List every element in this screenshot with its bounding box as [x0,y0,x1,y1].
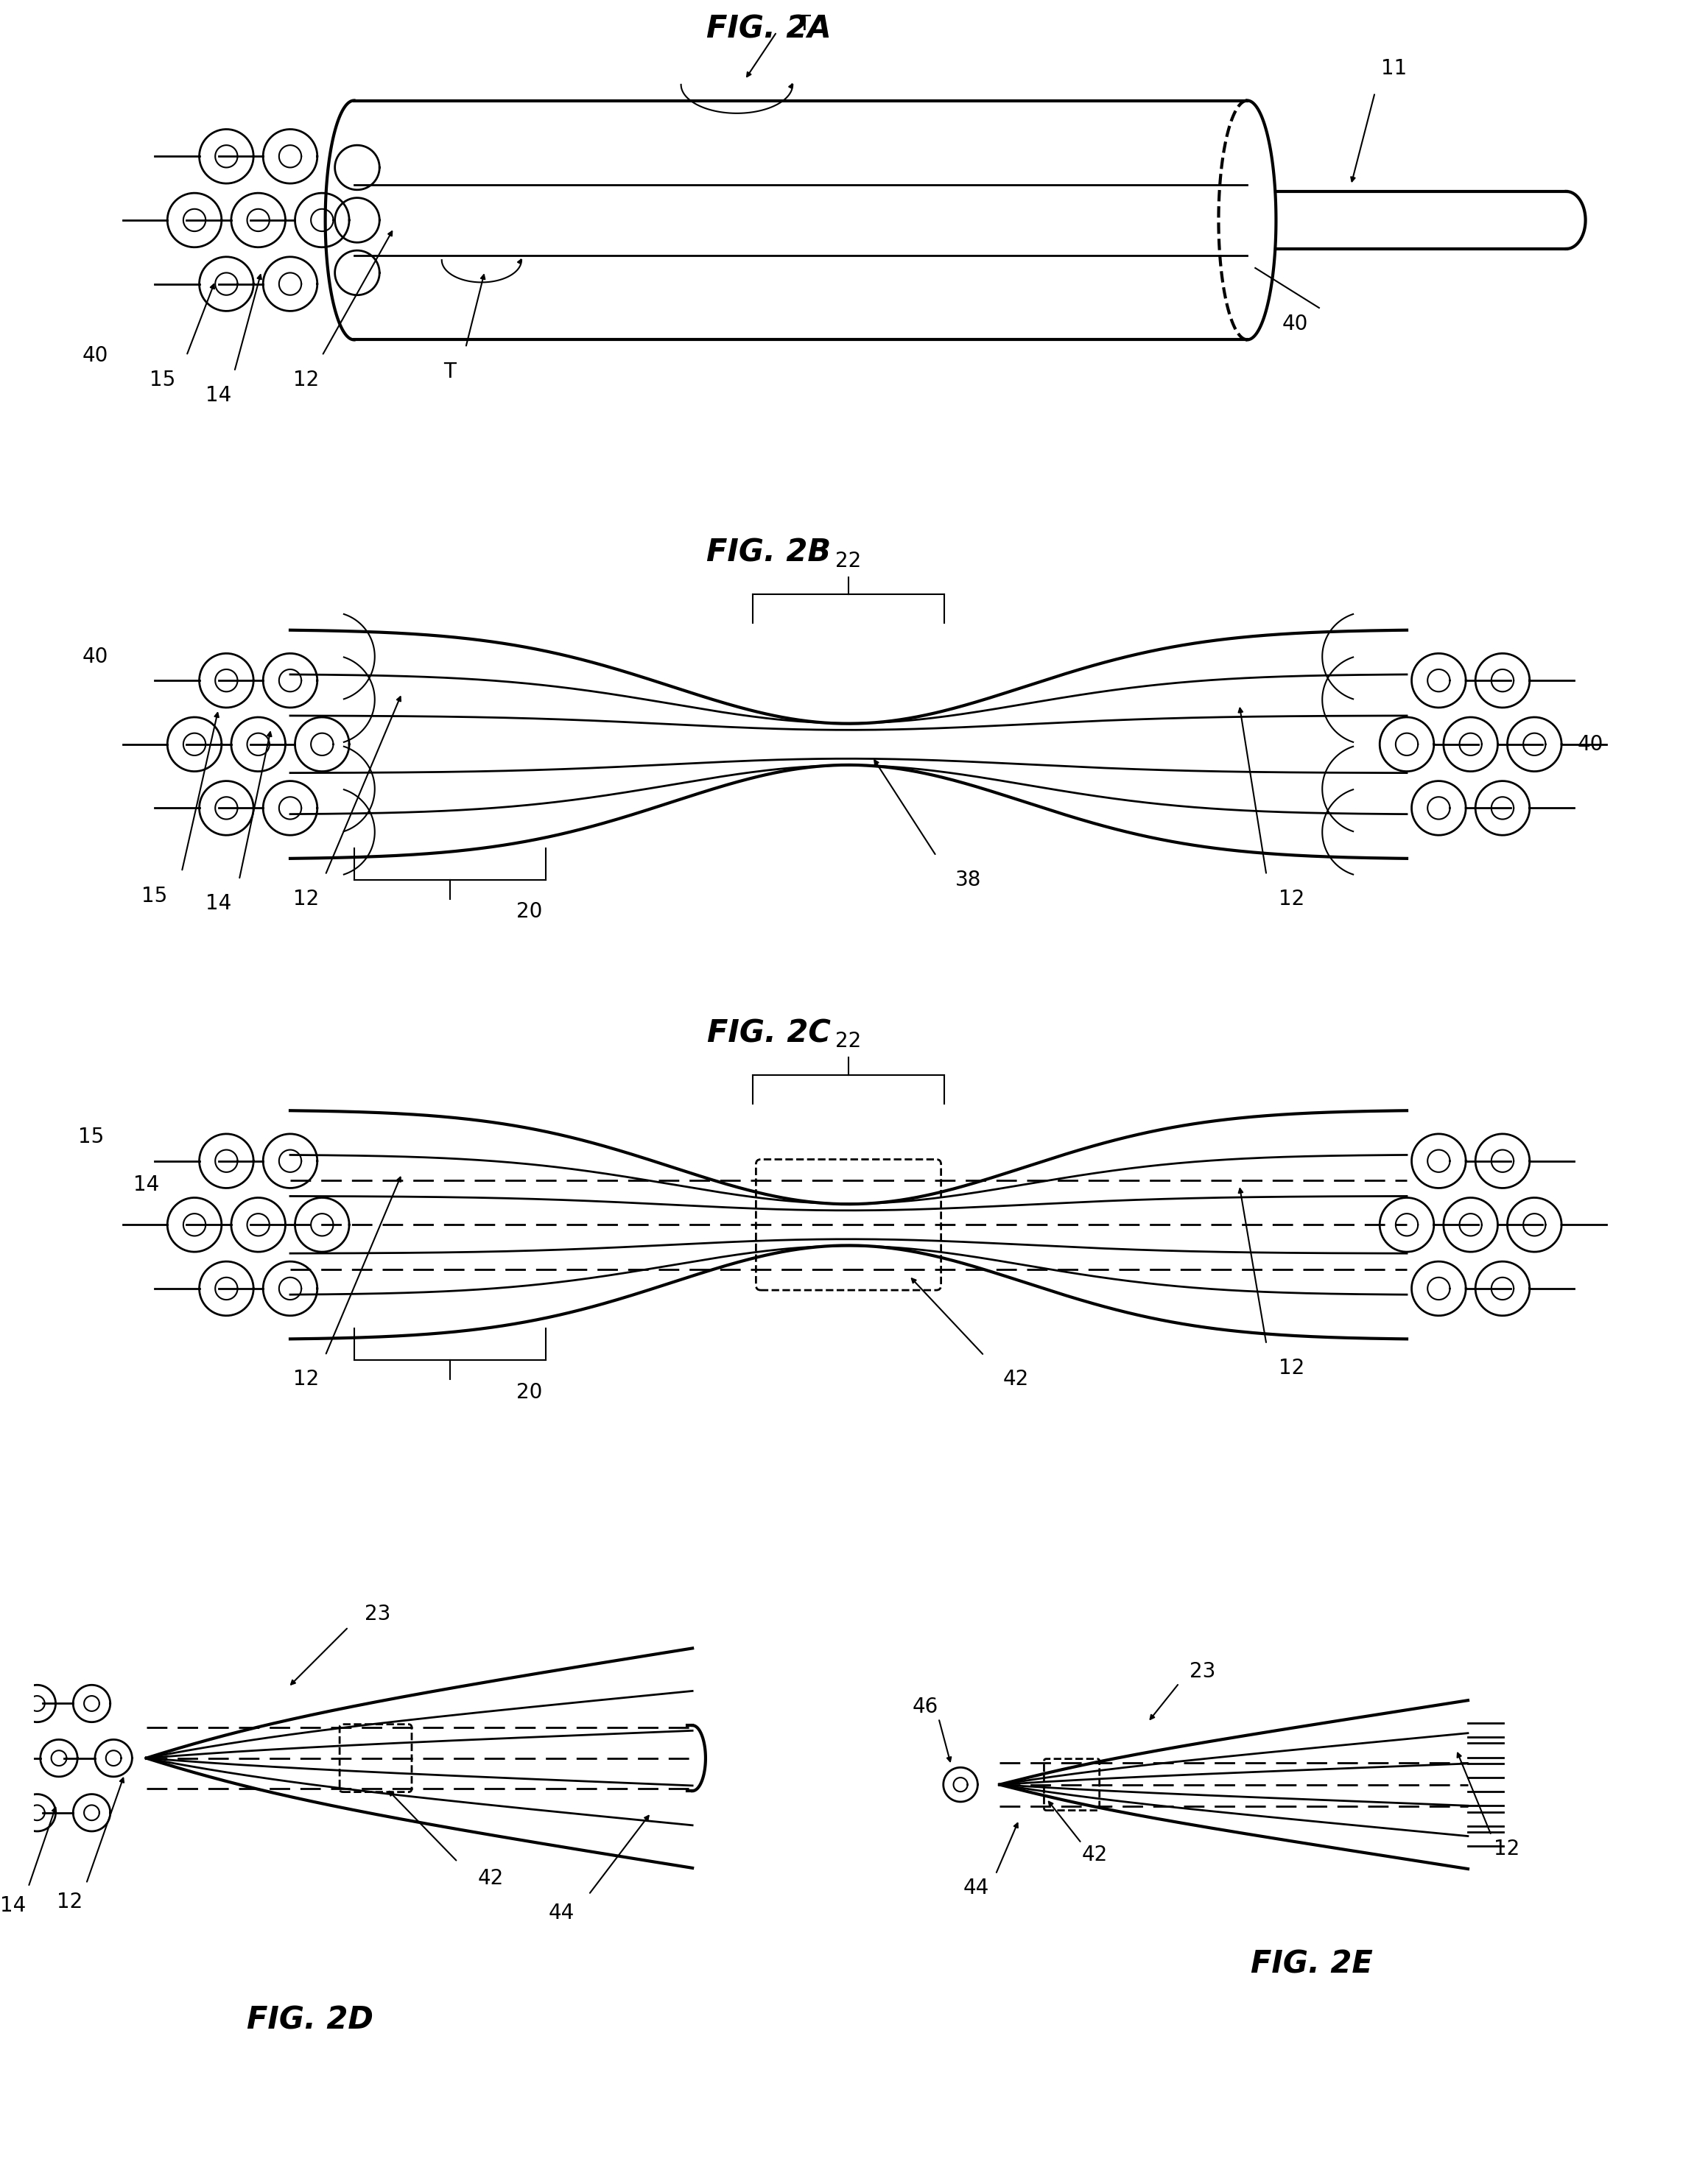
Text: 40: 40 [83,345,109,367]
Text: 40: 40 [1283,314,1308,334]
Text: 42: 42 [1081,1845,1108,1865]
Text: 23: 23 [1190,1662,1215,1682]
Text: 40: 40 [83,646,109,666]
Text: T: T [443,360,456,382]
Text: 38: 38 [955,869,981,891]
Text: 14: 14 [205,893,231,915]
Text: 44: 44 [548,1902,574,1924]
Text: 12: 12 [294,369,319,391]
Text: 22: 22 [835,550,862,572]
Text: 20: 20 [516,1382,543,1402]
Text: 40: 40 [1577,734,1604,756]
Text: 23: 23 [365,1603,390,1625]
Text: 12: 12 [294,889,319,909]
Text: 15: 15 [78,1127,104,1147]
Text: FIG. 2E: FIG. 2E [1251,1948,1373,1979]
Text: 42: 42 [1003,1369,1028,1389]
Text: FIG. 2B: FIG. 2B [706,537,832,568]
Text: FIG. 2C: FIG. 2C [708,1018,830,1048]
Text: 15: 15 [149,369,175,391]
Text: 12: 12 [1280,1358,1305,1378]
Text: 14: 14 [0,1896,25,1915]
Text: 12: 12 [1280,889,1305,909]
Text: FIG. 2D: FIG. 2D [246,2005,373,2035]
Text: FIG. 2A: FIG. 2A [706,13,832,44]
Text: 42: 42 [477,1867,504,1889]
Text: 20: 20 [516,902,543,922]
Text: 12: 12 [294,1369,319,1389]
Text: 12: 12 [1493,1839,1521,1859]
Text: 12: 12 [58,1891,83,1913]
Text: 22: 22 [835,1031,862,1053]
Text: T: T [798,13,809,35]
Text: 15: 15 [141,885,168,906]
Text: 11: 11 [1381,59,1407,79]
Text: 44: 44 [964,1878,989,1898]
Text: 14: 14 [134,1175,160,1195]
Text: 14: 14 [205,384,231,406]
Text: 46: 46 [913,1697,938,1717]
